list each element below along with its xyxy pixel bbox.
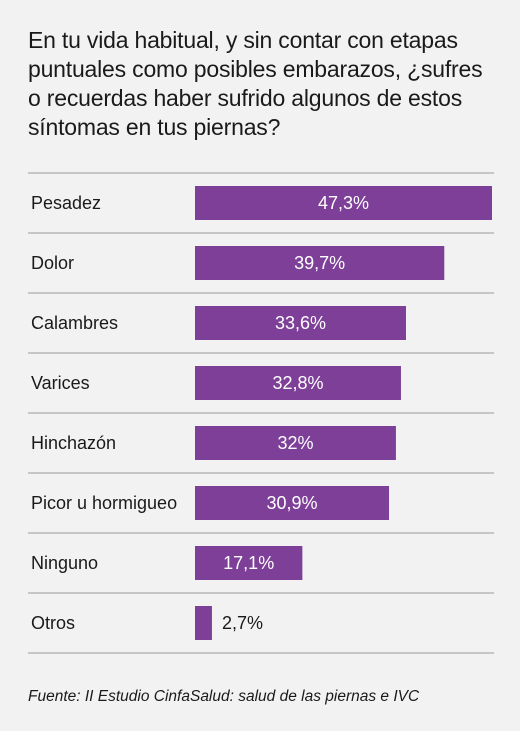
value-label: 17,1%: [223, 553, 274, 573]
bar: [195, 426, 396, 460]
bar: [195, 546, 303, 580]
value-label: 32,8%: [272, 373, 323, 393]
value-label: 39,7%: [294, 253, 345, 273]
category-label: Pesadez: [31, 193, 101, 213]
value-label: 2,7%: [222, 613, 263, 633]
category-label: Varices: [31, 373, 90, 393]
category-label: Dolor: [31, 253, 74, 273]
category-label: Picor u hormigueo: [31, 493, 177, 513]
value-label: 33,6%: [275, 313, 326, 333]
value-label: 32%: [277, 433, 313, 453]
source-note: Fuente: II Estudio CinfaSalud: salud de …: [28, 688, 420, 705]
category-label: Ninguno: [31, 553, 98, 573]
value-label: 47,3%: [318, 193, 369, 213]
bar: [195, 366, 401, 400]
bar: [195, 246, 445, 280]
category-label: Calambres: [31, 313, 118, 333]
bar: [195, 486, 390, 520]
value-label: 30,9%: [266, 493, 317, 513]
bar: [195, 306, 406, 340]
category-label: Hinchazón: [31, 433, 116, 453]
bar: [195, 606, 212, 640]
category-label: Otros: [31, 613, 75, 633]
chart-title: En tu vida habitual, y sin contar con et…: [28, 27, 483, 140]
bar: [195, 186, 492, 220]
